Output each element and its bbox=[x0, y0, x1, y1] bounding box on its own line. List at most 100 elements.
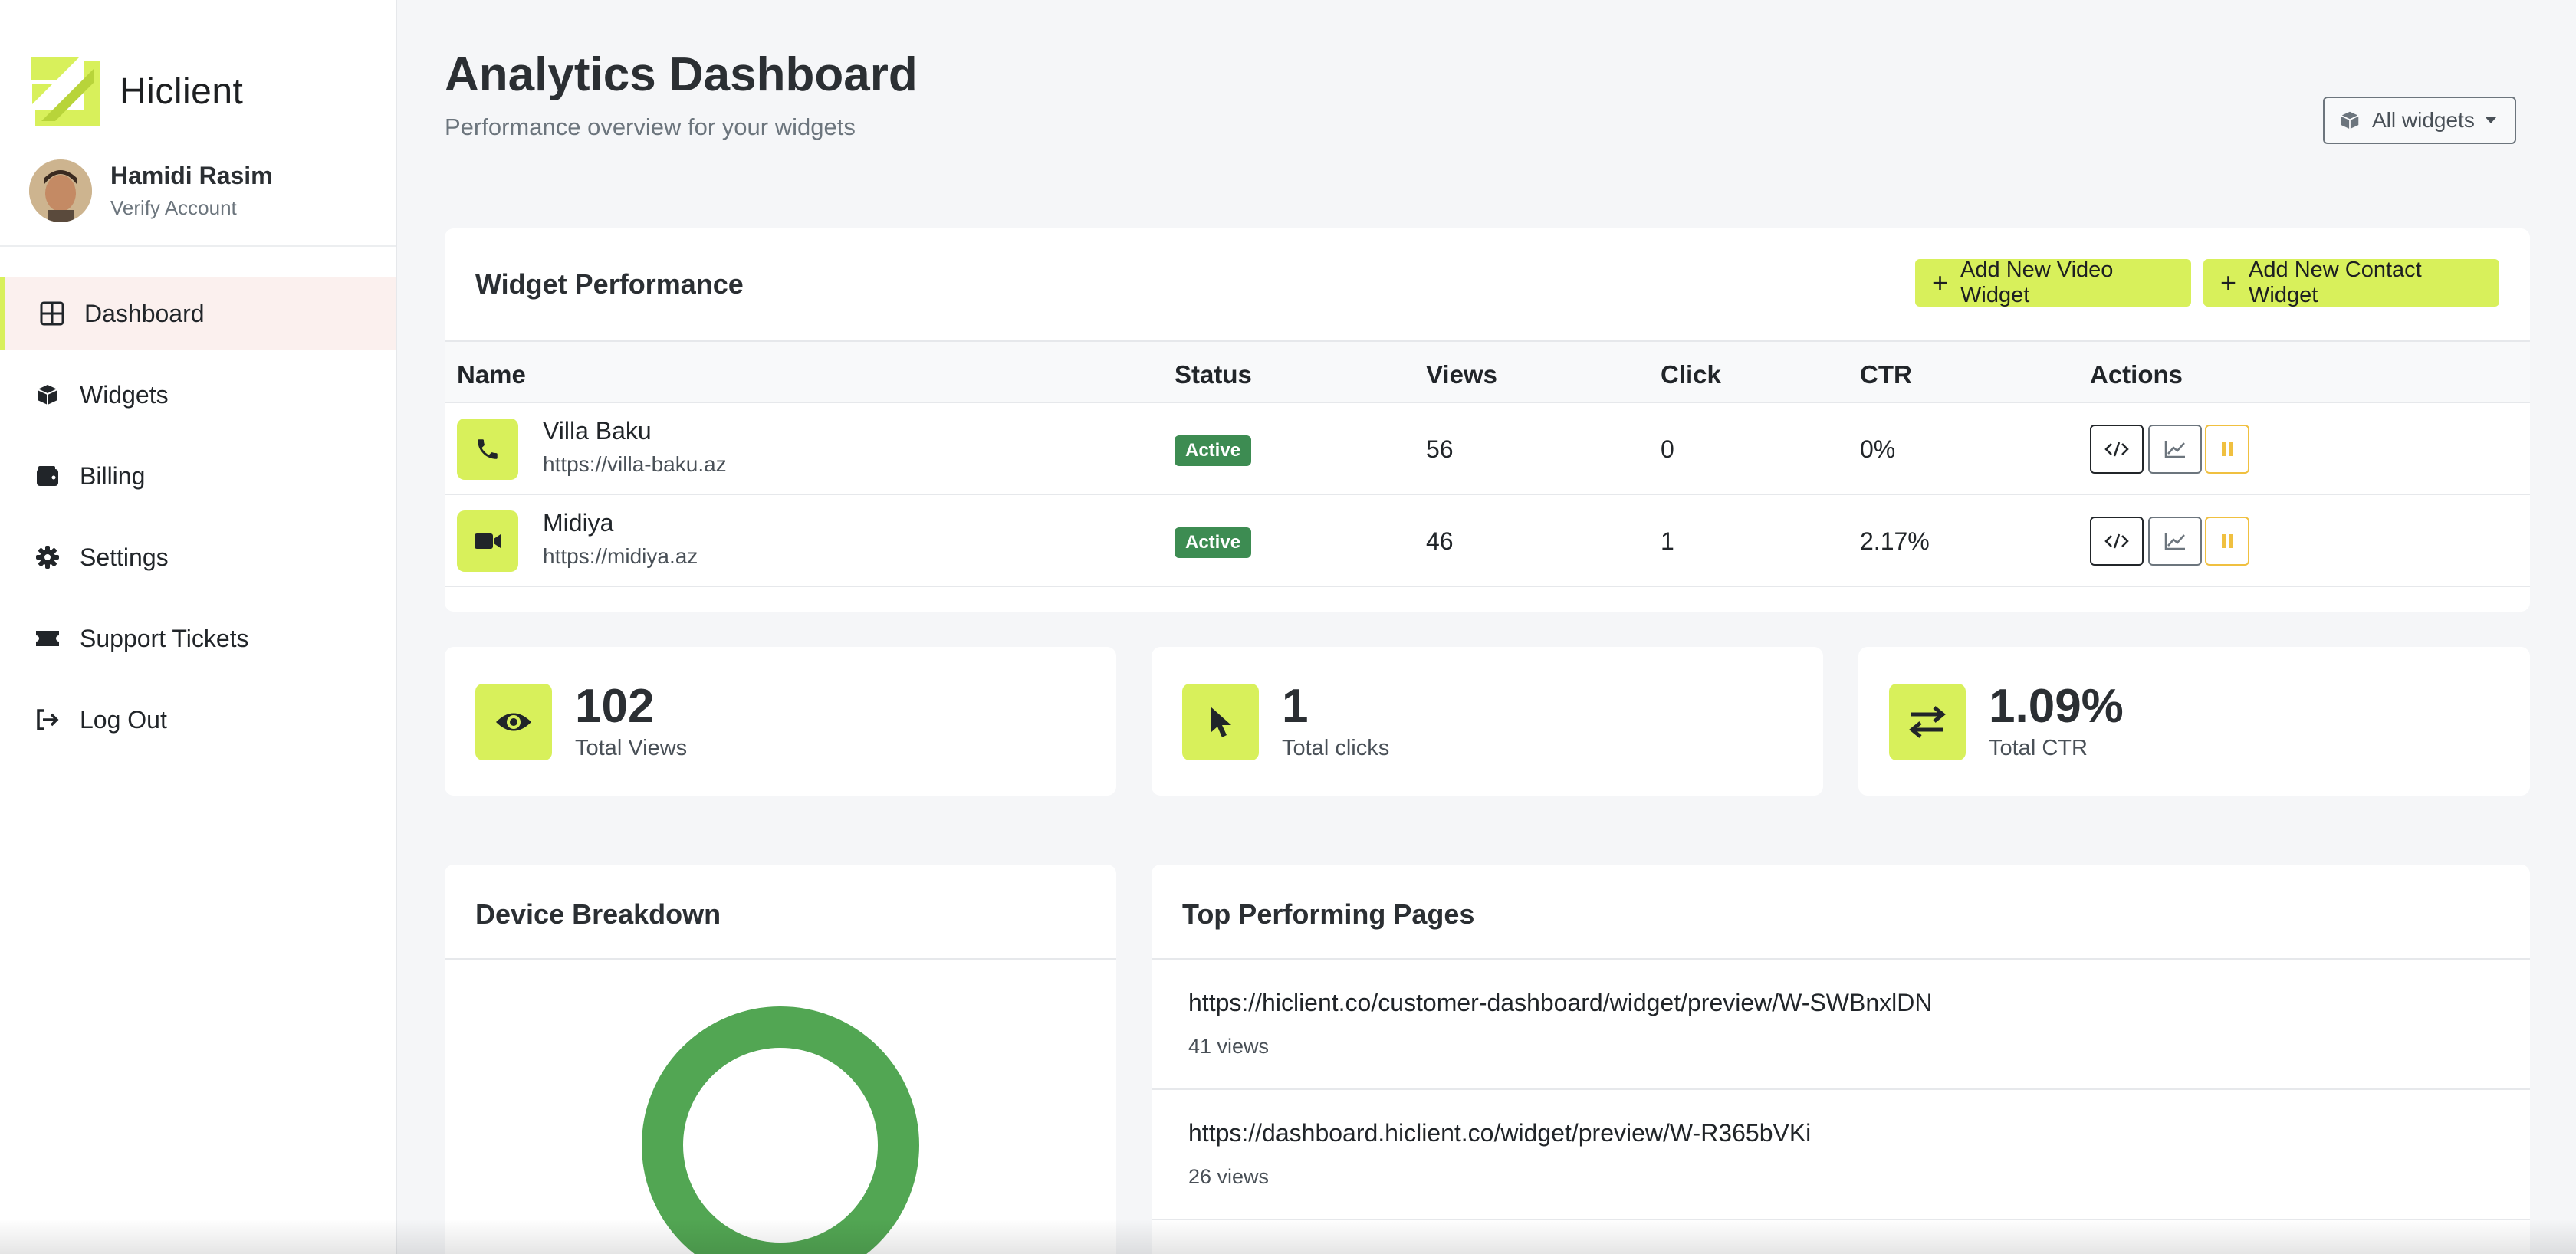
wallet-icon bbox=[31, 459, 64, 493]
widget-name: Villa Baku bbox=[543, 417, 652, 445]
caret-down-icon bbox=[2485, 117, 2496, 123]
plus-icon: + bbox=[1932, 267, 1949, 298]
clicks-cell: 1 bbox=[1661, 527, 1674, 555]
ticket-icon bbox=[31, 622, 64, 655]
plus-icon: + bbox=[2220, 267, 2237, 298]
table-header: Name Status Views Click CTR Actions bbox=[445, 340, 2530, 403]
video-camera-icon bbox=[457, 510, 518, 572]
add-video-widget-button[interactable]: + Add New Video Widget bbox=[1915, 258, 2191, 307]
sidebar-item-label: Log Out bbox=[80, 705, 167, 734]
table-row: Midiya https://midiya.az Active 46 1 2.1… bbox=[445, 495, 2530, 587]
logout-icon bbox=[31, 703, 64, 737]
column-header-name[interactable]: Name bbox=[457, 360, 526, 389]
pause-widget-button[interactable] bbox=[2205, 425, 2249, 474]
stat-card-total-views: 102 Total Views bbox=[445, 647, 1116, 796]
column-header-click[interactable]: Click bbox=[1661, 360, 1721, 389]
stat-card-total-clicks: 1 Total clicks bbox=[1152, 647, 1823, 796]
stat-label: Total clicks bbox=[1282, 736, 1390, 760]
donut-segment bbox=[642, 1006, 919, 1254]
card-title: Top Performing Pages bbox=[1182, 898, 1475, 930]
views-cell: 46 bbox=[1426, 527, 1454, 555]
sidebar: Hiclient Hamidi Rasim Verify Account Das… bbox=[0, 0, 397, 1254]
stat-label: Total Views bbox=[575, 736, 688, 760]
view-analytics-button[interactable] bbox=[2148, 425, 2202, 474]
page-url[interactable]: https://dashboard.hiclient.co/widget/pre… bbox=[1188, 1119, 1812, 1147]
grid-icon bbox=[35, 297, 69, 330]
page-subtitle: Performance overview for your widgets bbox=[445, 113, 856, 140]
sidebar-item-support-tickets[interactable]: Support Tickets bbox=[0, 602, 396, 675]
sidebar-item-label: Support Tickets bbox=[80, 624, 249, 652]
sidebar-item-billing[interactable]: Billing bbox=[0, 440, 396, 512]
button-label: Add New Contact Widget bbox=[2249, 258, 2422, 307]
card-title: Device Breakdown bbox=[475, 898, 721, 930]
page-url[interactable]: https://hiclient.co/customer-dashboard/w… bbox=[1188, 989, 1933, 1016]
phone-icon bbox=[457, 419, 518, 480]
sidebar-item-label: Dashboard bbox=[84, 299, 205, 327]
embed-code-button[interactable] bbox=[2090, 517, 2144, 566]
pause-icon bbox=[2222, 442, 2233, 456]
column-header-status[interactable]: Status bbox=[1175, 360, 1252, 389]
page-views: 26 views bbox=[1188, 1165, 1270, 1188]
add-contact-widget-button[interactable]: + Add New Contact Widget bbox=[2203, 258, 2499, 307]
sidebar-item-label: Billing bbox=[80, 461, 146, 490]
code-icon bbox=[2104, 533, 2129, 549]
status-badge: Active bbox=[1175, 527, 1252, 558]
line-chart-icon bbox=[2164, 533, 2185, 550]
pause-widget-button[interactable] bbox=[2205, 517, 2249, 566]
view-analytics-button[interactable] bbox=[2148, 517, 2202, 566]
page-title: Analytics Dashboard bbox=[445, 48, 918, 101]
button-label: Add New Video Widget bbox=[1960, 258, 2114, 307]
widget-filter-dropdown[interactable]: All widgets bbox=[2323, 97, 2516, 144]
table-row: Villa Baku https://villa-baku.az Active … bbox=[445, 403, 2530, 495]
hiclient-logo-icon bbox=[31, 57, 100, 126]
brand-name: Hiclient bbox=[120, 71, 244, 112]
device-donut-chart[interactable] bbox=[641, 1006, 920, 1254]
stat-value: 1.09% bbox=[1989, 680, 2124, 733]
top-performing-pages-card: Top Performing Pages https://hiclient.co… bbox=[1152, 865, 2530, 1254]
bottom-fade bbox=[0, 1219, 2576, 1254]
cube-icon bbox=[2340, 110, 2360, 130]
cursor-icon bbox=[1182, 684, 1259, 760]
widget-url[interactable]: https://midiya.az bbox=[543, 544, 698, 568]
views-cell: 56 bbox=[1426, 435, 1454, 463]
cube-icon bbox=[31, 378, 64, 412]
card-divider bbox=[445, 958, 1116, 960]
card-divider bbox=[1152, 958, 2530, 960]
sidebar-item-dashboard[interactable]: Dashboard bbox=[0, 277, 396, 350]
sidebar-divider bbox=[0, 245, 396, 247]
pause-icon bbox=[2222, 534, 2233, 548]
sidebar-item-settings[interactable]: Settings bbox=[0, 521, 396, 593]
column-header-ctr[interactable]: CTR bbox=[1860, 360, 1912, 389]
device-breakdown-card: Device Breakdown bbox=[445, 865, 1116, 1254]
widget-performance-card: Widget Performance + Add New Video Widge… bbox=[445, 228, 2530, 612]
ctr-cell: 0% bbox=[1860, 435, 1896, 463]
card-title: Widget Performance bbox=[475, 268, 744, 300]
sidebar-item-log-out[interactable]: Log Out bbox=[0, 684, 396, 756]
user-profile[interactable]: Hamidi Rasim Verify Account bbox=[29, 159, 273, 222]
list-item: https://hiclient.co/customer-dashboard/w… bbox=[1152, 960, 2530, 1090]
sidebar-item-label: Widgets bbox=[80, 380, 169, 409]
page-views: 41 views bbox=[1188, 1035, 1270, 1058]
embed-code-button[interactable] bbox=[2090, 425, 2144, 474]
widget-url[interactable]: https://villa-baku.az bbox=[543, 452, 727, 476]
avatar bbox=[29, 159, 92, 222]
widget-name: Midiya bbox=[543, 509, 614, 537]
stat-card-total-ctr: 1.09% Total CTR bbox=[1858, 647, 2530, 796]
column-header-actions: Actions bbox=[2090, 360, 2183, 389]
clicks-cell: 0 bbox=[1661, 435, 1674, 463]
sidebar-nav: Dashboard Widgets Billing Settings Suppo… bbox=[0, 277, 396, 765]
ctr-cell: 2.17% bbox=[1860, 527, 1930, 555]
code-icon bbox=[2104, 442, 2129, 457]
stat-value: 1 bbox=[1282, 680, 1309, 733]
status-badge: Active bbox=[1175, 435, 1252, 466]
list-item: https://dashboard.hiclient.co/widget/pre… bbox=[1152, 1090, 2530, 1220]
column-header-views[interactable]: Views bbox=[1426, 360, 1497, 389]
filter-label: All widgets bbox=[2372, 108, 2475, 132]
gear-icon bbox=[31, 540, 64, 574]
sidebar-item-widgets[interactable]: Widgets bbox=[0, 359, 396, 431]
line-chart-icon bbox=[2164, 441, 2185, 458]
brand[interactable]: Hiclient bbox=[31, 57, 243, 126]
swap-arrows-icon bbox=[1889, 684, 1966, 760]
stat-label: Total CTR bbox=[1989, 736, 2088, 760]
verify-account-link[interactable]: Verify Account bbox=[110, 196, 237, 219]
